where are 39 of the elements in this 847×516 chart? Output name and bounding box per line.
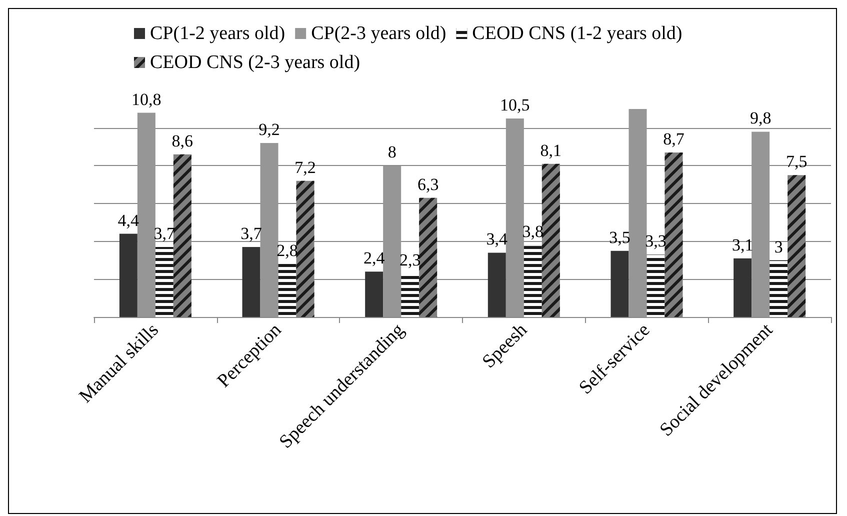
data-label: 6,3 bbox=[417, 174, 439, 194]
bar bbox=[610, 250, 629, 317]
bar bbox=[752, 132, 770, 317]
data-label: 7,2 bbox=[294, 158, 316, 177]
data-label: 3,5 bbox=[609, 228, 630, 247]
data-label: 3 bbox=[774, 237, 783, 256]
data-label: 2,4 bbox=[363, 248, 386, 268]
legend-label: CEOD CNS (1-2 years old) bbox=[472, 23, 682, 44]
data-label: 10,5 bbox=[500, 95, 530, 114]
data-label: 2,3 bbox=[399, 250, 421, 270]
bar bbox=[628, 109, 647, 317]
data-label: 8,1 bbox=[540, 140, 562, 160]
data-label: 9,2 bbox=[258, 120, 280, 140]
data-label: 10,8 bbox=[132, 90, 162, 109]
bar bbox=[119, 234, 138, 317]
data-label: 9,8 bbox=[750, 108, 772, 128]
bar bbox=[365, 272, 384, 317]
data-label: 4,4 bbox=[118, 210, 140, 230]
data-label: 3,7 bbox=[240, 224, 262, 244]
bar bbox=[260, 143, 278, 317]
bar bbox=[488, 252, 506, 317]
data-label: 3,3 bbox=[645, 232, 666, 251]
data-label: 8,6 bbox=[172, 131, 194, 150]
bar bbox=[506, 118, 524, 317]
bar bbox=[242, 247, 260, 317]
legend-label: CEOD CNS (2-3 years old) bbox=[150, 52, 360, 73]
bar bbox=[734, 258, 752, 317]
data-label: 7,5 bbox=[786, 152, 808, 172]
bar bbox=[383, 166, 402, 317]
data-label: 8,7 bbox=[663, 129, 685, 148]
data-label: 3,8 bbox=[522, 222, 544, 242]
data-label: 3,7 bbox=[154, 224, 176, 244]
legend-label: CP(2-3 years old) bbox=[311, 23, 446, 44]
data-label: 3,4 bbox=[486, 230, 508, 249]
data-label: 8 bbox=[388, 142, 396, 162]
data-label: 2,8 bbox=[276, 241, 298, 260]
legend-label: CP(1-2 years old) bbox=[150, 23, 286, 44]
bar bbox=[137, 112, 156, 317]
data-label: 3,1 bbox=[732, 235, 754, 254]
